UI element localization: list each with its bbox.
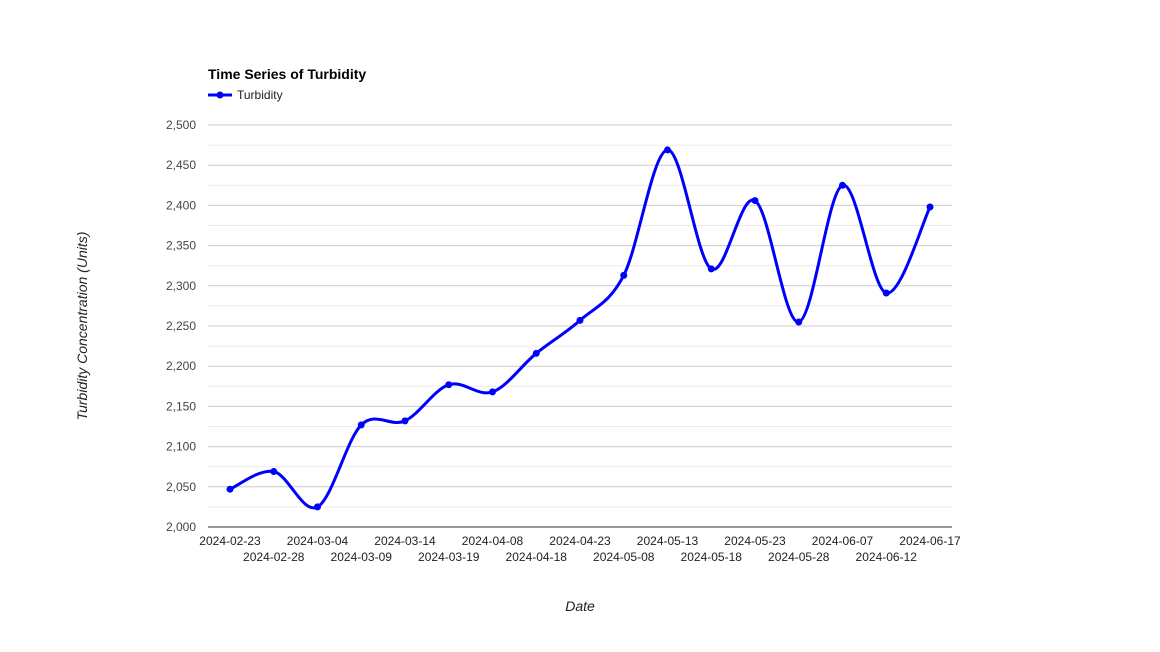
- y-tick-label: 2,400: [166, 198, 196, 212]
- x-axis: 2024-02-23 2024-02-28 2024-03-04 2024-03-09…: [199, 534, 961, 564]
- legend[interactable]: Turbidity: [208, 88, 283, 102]
- data-point[interactable]: [926, 203, 934, 211]
- x-tick-label: 2024-02-23: [199, 534, 261, 548]
- y-tick-label: 2,250: [166, 319, 196, 333]
- x-tick-label: 2024-03-04: [287, 534, 349, 548]
- y-tick-label: 2,500: [166, 118, 196, 132]
- data-point[interactable]: [401, 417, 409, 425]
- y-tick-label: 2,350: [166, 239, 196, 253]
- data-point[interactable]: [314, 503, 321, 511]
- y-tick-label: 2,050: [166, 480, 196, 494]
- data-point[interactable]: [270, 468, 278, 476]
- series-layer: [226, 146, 934, 511]
- data-point[interactable]: [532, 349, 540, 357]
- x-tick-label: 2024-03-14: [374, 534, 436, 548]
- y-tick-label: 2,150: [166, 399, 196, 413]
- x-tick-label: 2024-05-13: [637, 534, 699, 548]
- x-tick-label: 2024-04-23: [549, 534, 611, 548]
- x-tick-label: 2024-05-23: [724, 534, 786, 548]
- x-tick-label: 2024-03-09: [331, 550, 393, 564]
- chart-title: Time Series of Turbidity: [208, 66, 366, 82]
- data-point[interactable]: [489, 388, 496, 396]
- y-tick-label: 2,300: [166, 279, 196, 293]
- data-point[interactable]: [882, 289, 890, 297]
- data-point[interactable]: [795, 318, 803, 326]
- y-tick-label: 2,100: [166, 440, 196, 454]
- legend-label: Turbidity: [237, 88, 283, 102]
- x-tick-label: 2024-04-18: [506, 550, 568, 564]
- data-point[interactable]: [839, 181, 846, 189]
- x-tick-label: 2024-04-08: [462, 534, 524, 548]
- data-point[interactable]: [664, 146, 671, 154]
- data-point[interactable]: [707, 265, 715, 273]
- x-axis-label: Date: [565, 598, 595, 614]
- x-tick-label: 2024-06-12: [856, 550, 918, 564]
- legend-marker: [216, 91, 224, 99]
- y-tick-label: 2,000: [166, 520, 196, 534]
- x-tick-label: 2024-03-19: [418, 550, 480, 564]
- x-tick-label: 2024-05-28: [768, 550, 830, 564]
- x-tick-label: 2024-06-07: [812, 534, 874, 548]
- y-axis-label: Turbidity Concentration (Units): [74, 232, 90, 421]
- data-point[interactable]: [751, 197, 759, 205]
- y-axis: 2,000 2,050 2,100 2,150 2,200 2,250 2,300 2,350…: [166, 118, 196, 534]
- x-tick-label: 2024-05-08: [593, 550, 655, 564]
- y-tick-label: 2,450: [166, 158, 196, 172]
- y-tick-label: 2,200: [166, 359, 196, 373]
- gridlines: [208, 124, 952, 528]
- x-tick-label: 2024-06-17: [899, 534, 961, 548]
- x-tick-label: 2024-02-28: [243, 550, 305, 564]
- data-point[interactable]: [445, 381, 453, 389]
- data-point[interactable]: [576, 316, 584, 324]
- series-line: [229, 148, 932, 510]
- data-point[interactable]: [620, 271, 628, 279]
- data-point[interactable]: [357, 421, 365, 429]
- data-point[interactable]: [226, 485, 234, 493]
- x-tick-label: 2024-05-18: [681, 550, 743, 564]
